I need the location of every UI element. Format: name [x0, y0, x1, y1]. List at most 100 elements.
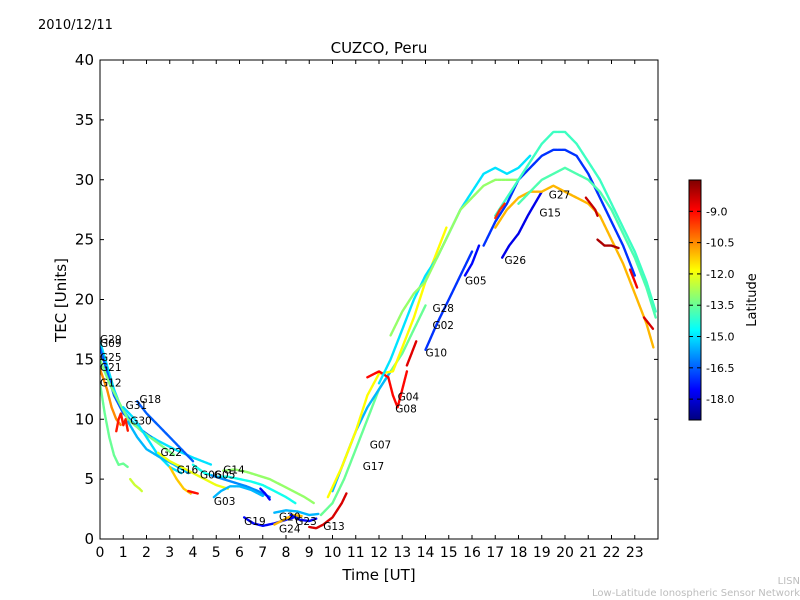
x-tick-label: 20: [556, 545, 574, 561]
satellite-label: G05: [465, 276, 487, 288]
satellite-track-31: [517, 166, 657, 319]
satellite-track-g22: [156, 451, 230, 490]
satellite-track-g05: [210, 474, 271, 499]
y-tick-label: 40: [75, 51, 94, 69]
x-tick-label: 19: [533, 545, 551, 561]
x-tick-label: 14: [417, 545, 435, 561]
satellite-label: G15: [539, 207, 561, 219]
y-tick-label: 10: [75, 410, 94, 428]
x-axis: 0 1 2 3 4 5 6 7 8 9 10 11 12 13 14 15 16 17 18 19 20 21 22 23: [96, 60, 644, 561]
satellite-label: G26: [505, 255, 527, 267]
satellite-track-g26: [501, 190, 543, 259]
x-tick-label: 7: [258, 545, 267, 561]
satellite-label: G06: [200, 470, 222, 482]
x-axis-label: Time [UT]: [341, 566, 415, 584]
satellite-track-g18: [135, 400, 195, 463]
colorbar-label: Latitude: [745, 273, 760, 327]
y-tick-label: 20: [75, 291, 94, 309]
x-tick-label: 0: [96, 545, 105, 561]
satellite-track-g10: [424, 250, 474, 351]
x-tick-label: 15: [440, 545, 458, 561]
satellite-track-g03: [212, 485, 264, 499]
satellite-label: G21: [100, 362, 122, 374]
x-tick-label: 13: [393, 545, 411, 561]
colorbar-tick-label: -13.5: [706, 299, 734, 312]
x-tick-label: 10: [324, 545, 342, 561]
satellite-label: G12: [100, 377, 122, 389]
x-tick-label: 5: [212, 545, 221, 561]
colorbar-tick-label: -10.5: [706, 237, 734, 250]
colorbar: [688, 179, 702, 421]
x-tick-label: 11: [347, 545, 365, 561]
satellite-track-32: [596, 238, 620, 250]
satellite-label: G23: [295, 516, 317, 528]
satellite-track-g20: [273, 509, 320, 517]
satellite-track-g27: [494, 184, 655, 349]
x-tick-label: 4: [189, 545, 198, 561]
satellite-track-36: [405, 340, 418, 367]
satellite-track-g14: [221, 468, 316, 505]
satellite-track-39: [259, 487, 271, 501]
satellite-track-35: [628, 268, 639, 289]
colorbar-tick-label: -15.0: [706, 331, 734, 344]
satellite-label: G25: [100, 352, 122, 364]
satellite-label: G17: [363, 461, 385, 473]
satellite-label: G27: [549, 189, 571, 201]
satellite-track-g12: [100, 382, 130, 469]
x-tick-label: 9: [305, 545, 314, 561]
satellite-label: G29: [100, 334, 122, 346]
satellite-label: G10: [426, 347, 448, 359]
x-tick-label: 21: [579, 545, 597, 561]
satellite-track-g28: [389, 178, 520, 337]
satellite-track-34: [642, 316, 655, 331]
x-tick-label: 8: [282, 545, 291, 561]
colorbar-ticks: -9.0 -10.5 -12.0 -13.5 -15.0 -16.5 -18.0: [689, 205, 734, 406]
satellite-label: G18: [140, 394, 162, 406]
satellite-track-30: [494, 130, 657, 313]
y-tick-label: 0: [84, 530, 94, 548]
y-tick-label: 30: [75, 171, 94, 189]
satellite-track-g17: [319, 304, 427, 517]
satellite-track-g15: [482, 148, 636, 277]
y-axis-label: TEC [Units]: [52, 258, 70, 343]
satellite-label: G31: [126, 400, 148, 412]
satellite-label: G05: [214, 470, 236, 482]
satellite-track-g25: [100, 358, 176, 457]
x-tick-label: 2: [142, 545, 151, 561]
y-axis: 0 5 10 15 20 25 30 35 40: [75, 51, 658, 548]
satellite-track-g08: [366, 370, 409, 409]
satellite-track-g23: [289, 513, 318, 523]
x-tick-label: 23: [626, 545, 644, 561]
satellite-track-g19: [242, 515, 299, 527]
x-tick-label: 17: [486, 545, 504, 561]
x-tick-label: 6: [235, 545, 244, 561]
credit-long: Low-Latitude Ionospheric Sensor Network: [592, 588, 800, 599]
colorbar-tick-label: -12.0: [706, 268, 734, 281]
x-tick-label: 18: [510, 545, 528, 561]
satellite-track-37: [494, 202, 506, 220]
y-tick-label: 25: [75, 231, 94, 249]
satellite-label: G30: [130, 416, 152, 428]
satellite-label: G03: [214, 496, 236, 508]
x-tick-label: 1: [119, 545, 128, 561]
satellite-track-33: [584, 196, 599, 217]
satellite-label: G24: [279, 523, 301, 535]
satellite-label: G16: [177, 465, 199, 477]
satellite-label: G14: [223, 465, 245, 477]
x-tick-label: 22: [603, 545, 621, 561]
satellite-label: G19: [244, 516, 266, 528]
x-tick-label: 3: [165, 545, 174, 561]
y-tick-label: 5: [84, 470, 94, 488]
colorbar-tick-label: -9.0: [706, 205, 727, 218]
satellite-label: G02: [432, 320, 454, 332]
satellite-label: G22: [160, 447, 182, 459]
satellite-track-g13: [308, 492, 348, 530]
satellite-track-g24: [273, 513, 304, 526]
satellite-label: G04: [398, 392, 420, 404]
satellite-label: G20: [279, 511, 301, 523]
series-layer: [100, 130, 657, 530]
satellite-track-g05: [463, 244, 481, 277]
satellite-label: G08: [395, 404, 417, 416]
